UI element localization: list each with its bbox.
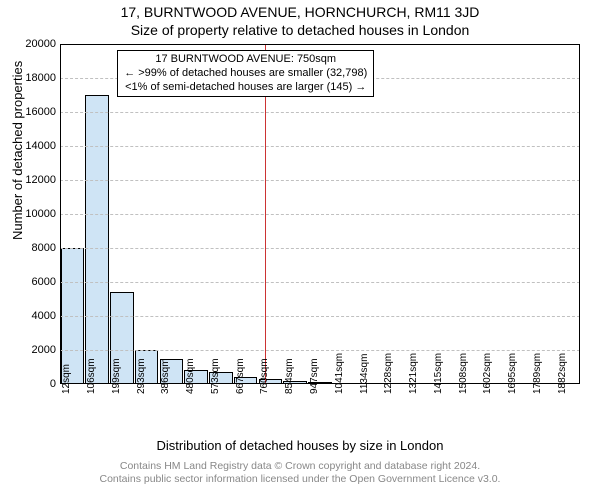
x-tick-label: 1321sqm [408,353,419,394]
x-tick-label: 106sqm [86,358,97,394]
footer-line-2: Contains public sector information licen… [0,473,600,486]
footer-line-1: Contains HM Land Registry data © Crown c… [0,460,600,473]
x-tick-label: 573sqm [210,358,221,394]
y-tick-label: 8000 [6,242,56,254]
chart-title: 17, BURNTWOOD AVENUE, HORNCHURCH, RM11 3… [0,4,600,20]
x-tick-label: 293sqm [136,358,147,394]
x-tick-label: 386sqm [160,358,171,394]
y-tick-label: 10000 [6,208,56,220]
x-tick-label: 12sqm [61,364,72,394]
x-tick-label: 854sqm [284,358,295,394]
y-tick-label: 4000 [6,310,56,322]
x-tick-label: 947sqm [309,358,320,394]
y-tick-label: 20000 [6,38,56,50]
x-tick-label: 667sqm [235,358,246,394]
y-tick-label: 2000 [6,344,56,356]
x-tick-label: 1228sqm [383,353,394,394]
y-tick-label: 14000 [6,140,56,152]
y-tick-label: 16000 [6,106,56,118]
x-tick-label: 1695sqm [507,353,518,394]
x-tick-label: 1882sqm [557,353,568,394]
y-tick-label: 18000 [6,72,56,84]
x-tick-label: 199sqm [111,358,122,394]
y-tick-label: 0 [6,378,56,390]
plot-area: 17 BURNTWOOD AVENUE: 750sqm← >99% of det… [60,44,580,384]
y-tick-label: 6000 [6,276,56,288]
plot-border [60,44,580,384]
x-tick-label: 1602sqm [482,353,493,394]
x-tick-label: 480sqm [185,358,196,394]
chart-subtitle: Size of property relative to detached ho… [0,22,600,38]
x-tick-label: 760sqm [259,358,270,394]
footer-attribution: Contains HM Land Registry data © Crown c… [0,460,600,486]
x-tick-label: 1508sqm [458,353,469,394]
x-tick-label: 1789sqm [532,353,543,394]
y-tick-label: 12000 [6,174,56,186]
chart-container: 17, BURNTWOOD AVENUE, HORNCHURCH, RM11 3… [0,0,600,500]
x-tick-label: 1134sqm [359,354,370,394]
x-tick-label: 1041sqm [334,353,345,394]
x-axis-label: Distribution of detached houses by size … [0,438,600,453]
x-tick-label: 1415sqm [433,353,444,394]
